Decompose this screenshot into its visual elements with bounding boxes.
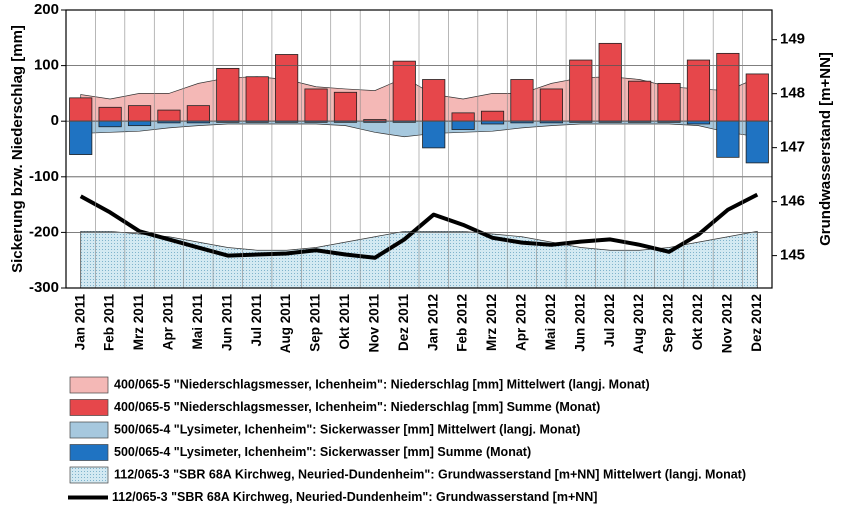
- bar: [127, 105, 152, 122]
- bar: [686, 59, 711, 122]
- x-tick-label: Feb 2011: [102, 294, 117, 352]
- bar: [657, 82, 681, 122]
- y-tick-label: -100: [29, 168, 59, 185]
- y2-tick-label: 148: [780, 85, 805, 102]
- y2-tick-label: 145: [780, 247, 805, 264]
- legend-label: 112/065-3 "SBR 68A Kirchweg, Neuried-Dun…: [112, 490, 597, 504]
- bar: [480, 120, 505, 125]
- bar: [69, 120, 93, 155]
- bar: [157, 109, 181, 122]
- bar: [98, 120, 122, 128]
- x-tick-label: Mai 2011: [190, 294, 205, 350]
- y2-tick-label: 149: [780, 31, 805, 48]
- plot-frame: [65, 9, 773, 289]
- legend-label: 400/065-5 "Niederschlagsmesser, Ichenhei…: [114, 400, 600, 414]
- bar: [569, 59, 593, 122]
- legend-label: 400/065-5 "Niederschlagsmesser, Ichenhei…: [114, 377, 650, 391]
- x-tick-label: Jan 2011: [72, 294, 87, 351]
- bar: [451, 120, 475, 130]
- bar: [304, 88, 328, 122]
- x-tick-label: Jun 2011: [219, 294, 234, 352]
- x-tick-label: Sep 2011: [308, 294, 323, 352]
- x-tick-label: Dez 2011: [396, 294, 411, 352]
- x-tick-label: Mrz 2012: [484, 294, 499, 351]
- x-tick-label: Okt 2012: [690, 294, 705, 350]
- y2-axis-title: Grundwasserstand [m+NN]: [817, 52, 834, 246]
- bar: [69, 97, 93, 122]
- bar: [451, 112, 475, 122]
- legend-swatch: [69, 466, 109, 484]
- y-tick-label: -200: [29, 223, 59, 240]
- bar: [98, 106, 122, 122]
- bar: [186, 105, 210, 122]
- bar: [275, 54, 299, 122]
- legend-swatch: [69, 376, 109, 394]
- legend-swatch: [69, 421, 109, 439]
- bar: [598, 42, 622, 122]
- bar: [539, 88, 563, 122]
- bar: [216, 67, 240, 122]
- bar: [392, 60, 416, 122]
- legend-label: 500/065-4 "Lysimeter, Ichenheim": Sicker…: [114, 422, 580, 436]
- x-tick-label: Apr 2012: [514, 294, 529, 351]
- x-tick-label: Aug 2011: [278, 294, 293, 354]
- y-axis-title: Sickerung bzw. Niederschlag [mm]: [9, 25, 26, 273]
- y-tick-label: 200: [34, 1, 59, 18]
- legend-label: 112/065-3 "SBR 68A Kirchweg, Neuried-Dun…: [114, 467, 746, 481]
- bar: [422, 120, 446, 149]
- y2-tick-label: 147: [780, 139, 805, 156]
- y-tick-label: -300: [29, 279, 59, 296]
- bar: [127, 120, 152, 127]
- bar: [628, 80, 652, 122]
- x-tick-label: Apr 2011: [161, 294, 176, 351]
- bar: [480, 110, 505, 122]
- x-tick-label: Dez 2012: [749, 294, 764, 352]
- bar: [333, 91, 358, 122]
- bar: [745, 73, 769, 122]
- bar: [510, 79, 534, 122]
- y-tick-label: 100: [34, 57, 59, 74]
- x-tick-label: Aug 2012: [631, 294, 646, 354]
- bar: [745, 120, 769, 164]
- legend-label: 500/065-4 "Lysimeter, Ichenheim": Sicker…: [114, 445, 531, 459]
- bar: [686, 120, 711, 125]
- x-tick-label: Jan 2012: [425, 294, 440, 351]
- x-tick-label: Jun 2012: [572, 294, 587, 352]
- bar: [716, 52, 740, 122]
- bar: [716, 120, 740, 158]
- x-tick-label: Mrz 2011: [131, 294, 146, 351]
- x-tick-label: Jul 2012: [602, 294, 617, 347]
- y2-tick-label: 146: [780, 193, 805, 210]
- x-tick-label: Nov 2011: [366, 294, 381, 353]
- bar: [245, 76, 269, 122]
- bar: [422, 79, 446, 122]
- legend-swatch: [69, 399, 109, 416]
- y-tick-label: 0: [51, 112, 59, 129]
- x-tick-label: Sep 2012: [661, 294, 676, 353]
- x-tick-label: Mai 2012: [543, 294, 558, 350]
- x-tick-label: Feb 2012: [455, 294, 470, 352]
- x-tick-label: Jul 2011: [249, 294, 264, 347]
- x-tick-label: Okt 2011: [337, 294, 352, 350]
- x-tick-label: Nov 2012: [719, 294, 734, 353]
- legend-swatch: [69, 444, 109, 461]
